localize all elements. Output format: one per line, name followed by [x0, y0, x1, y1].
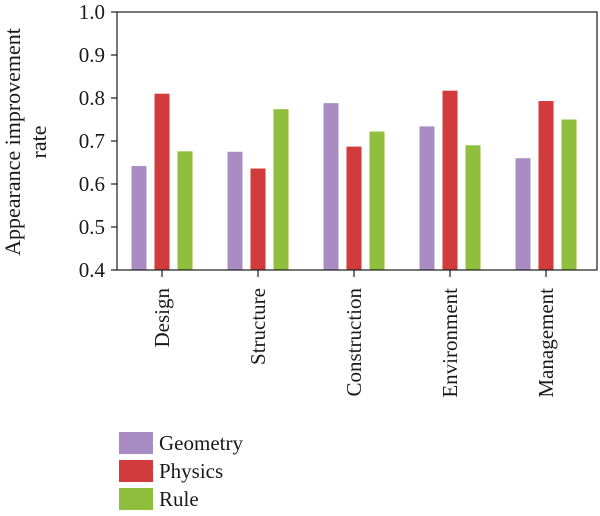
bar-physics-environment [442, 90, 458, 270]
bar-physics-construction [346, 146, 362, 270]
legend-swatch-geometry [119, 432, 153, 454]
bar-geometry-construction [323, 103, 339, 270]
y-axis-label-line-2: rate [26, 126, 51, 159]
legend-label-physics: Physics [159, 459, 223, 483]
plot-frame [116, 11, 598, 271]
x-tick-label: Design [150, 288, 174, 348]
legend-label-rule: Rule [159, 487, 199, 511]
y-tick-label: 1.0 [79, 0, 105, 24]
bar-rule-construction [369, 131, 385, 270]
x-tick-label: Structure [246, 288, 270, 365]
bar-rule-management [561, 119, 577, 270]
legend-swatch-rule [119, 488, 153, 510]
y-tick-label: 0.8 [79, 86, 105, 110]
x-axis-ticks: Design Structure Construction Environment Ma… [150, 270, 558, 398]
bar-physics-design [154, 93, 170, 270]
x-tick-label: Management [534, 288, 558, 398]
bar-rule-environment [465, 145, 481, 270]
y-tick-label: 0.7 [79, 129, 105, 153]
y-tick-label: 0.9 [79, 43, 105, 67]
legend-swatch-physics [119, 460, 153, 482]
bar-geometry-management [515, 158, 531, 270]
legend-label-geometry: Geometry [159, 431, 243, 455]
y-axis-label-line-1: Appearance improvement [0, 28, 25, 256]
bar-physics-structure [250, 168, 266, 270]
bar-rule-structure [273, 109, 289, 271]
bar-rule-design [177, 151, 193, 270]
x-tick-label: Construction [342, 288, 366, 397]
y-axis-ticks: 0.4 0.5 0.6 0.7 0.8 0.9 1.0 [79, 0, 117, 282]
legend: Geometry Physics Rule [119, 431, 243, 511]
bar-geometry-environment [419, 126, 435, 270]
bars [131, 90, 577, 271]
y-tick-label: 0.4 [79, 258, 106, 282]
bar-physics-management [538, 101, 554, 270]
x-tick-label: Environment [438, 288, 462, 398]
bar-geometry-structure [227, 151, 243, 270]
y-tick-label: 0.6 [79, 172, 105, 196]
y-tick-label: 0.5 [79, 215, 105, 239]
bar-geometry-design [131, 165, 147, 270]
y-axis-label: Appearance improvement rate [0, 28, 51, 256]
